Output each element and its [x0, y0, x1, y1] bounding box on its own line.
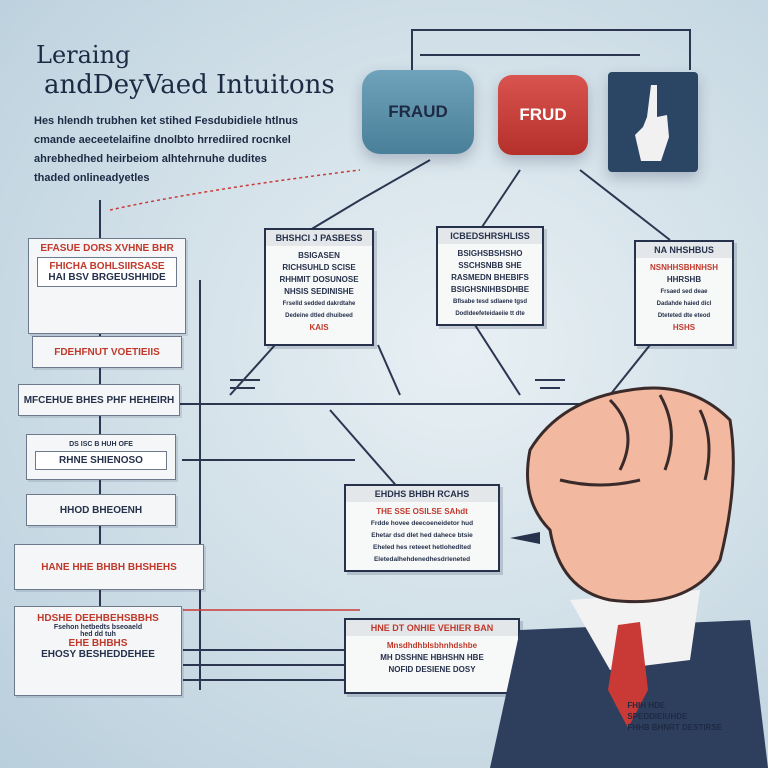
card-c-line-1: Frsaed sed deae: [660, 289, 708, 295]
left-box-6: HDSHE DEEHBEHSBBHS Fsehon hetbedts bseoa…: [14, 606, 182, 696]
fist: [526, 386, 735, 604]
left-box-0-inner-1: HAI BSV BRGEUSHHIDE: [48, 272, 166, 283]
left-box-6-label: HDSHE DEEHBEHSBBHS: [37, 613, 159, 624]
left-box-0-label: EFASUE DORS XVHNE BHR: [40, 243, 174, 254]
fraud-badge-blue: FRAUD: [362, 70, 474, 154]
card-a: BHSHCI J PASBESS BSIGASEN RICHSUHLD SCIS…: [264, 228, 374, 346]
left-box-6-extra-0: EHE BHBHS: [68, 638, 128, 649]
footer-line-2: FHHB BHNRT DESTIRSE: [627, 723, 722, 732]
card-d-line-3: Eletedalhehdenedhesdrleneted: [373, 556, 471, 563]
fraud-badge-blue-label: FRAUD: [388, 102, 448, 121]
card-c-sub: NSNHHSBHNHSH: [649, 263, 718, 272]
card-a-head: BHSHCI J PASBESS: [266, 230, 372, 246]
title-line-2: andDeyVaed Intuitons: [44, 70, 335, 100]
card-d-sub: THE SSE OSILSE SAhdt: [376, 507, 468, 516]
card-e-line-0: Mnsdhdhblsbhnhdshbe: [386, 641, 478, 650]
left-box-1-label: FDEHFNUT VOETIEIIS: [54, 346, 160, 358]
left-box-6-inner-0: Fsehon hetbedts bseoaeld: [53, 624, 143, 631]
card-e-line-1: MH DSSHNE HBHSHN HBE: [380, 653, 484, 662]
left-box-4-label: HHOD BHEOENH: [59, 504, 143, 516]
card-b: ICBEDSHRSHLISS BSIGHSBSHSHO SSCHSNBB SHE…: [436, 226, 544, 326]
left-box-0-inner-0: FHICHA BOHLSIIRSASE: [49, 261, 165, 272]
left-box-0: EFASUE DORS XVHNE BHR FHICHA BOHLSIIRSAS…: [28, 238, 186, 334]
card-d-line-1: Ehetar dsd dlet hed dahece btsie: [371, 532, 473, 539]
left-box-5: HANE HHE BHBH BHSHEHS: [14, 544, 204, 590]
left-box-1: FDEHFNUT VOETIEIIS: [32, 336, 182, 368]
arrow-pointer: [510, 532, 540, 544]
red-tie: [608, 622, 648, 728]
footer-line-1: SPEDDIEIUHDE: [627, 712, 688, 721]
card-b-line-4: Dodldeefeteidaeiie tt dte: [455, 311, 525, 317]
card-e-line-2: NOFID DESIENE DOSY: [388, 665, 476, 674]
card-c-head: NA NHSHBUS: [636, 242, 732, 258]
left-box-2: MFCEHUE BHES PHF HEHEIRH: [18, 384, 180, 416]
card-d-line-0: Frdde hovee deecoeneidetor hud: [370, 520, 474, 527]
card-c-line-4: HSHS: [672, 323, 696, 332]
card-b-line-0: SSCHSNBB SHE: [458, 261, 522, 270]
card-b-line-1: RASMEDN BHEBIFS: [451, 273, 529, 282]
card-b-line-3: Bflsabe tesd sdlaene tgsd: [452, 299, 528, 305]
footer-line-0: FHIH HDE: [627, 701, 666, 710]
card-b-head: ICBEDSHRSHLISS: [438, 228, 542, 244]
fraud-badge-red-label: FRUD: [519, 105, 567, 124]
hand-glyph-icon: [635, 85, 669, 161]
card-c-line-0: HHRSHB: [666, 275, 702, 284]
left-box-3-small: DS ISC B HUH OFE: [69, 441, 133, 448]
card-a-line-3: Frselld sedded dakrdtahe: [282, 301, 356, 307]
card-e: HNE DT ONHIE VEHIER BAN Mnsdhdhblsbhnhds…: [344, 618, 520, 694]
card-d: EHDHS BHBH RCAHS THE SSE OSILSE SAhdt Fr…: [344, 484, 500, 572]
card-c-line-2: Dadahde haied dicl: [656, 301, 712, 307]
raised-hand-icon: [608, 72, 698, 172]
left-box-0-inner: FHICHA BOHLSIIRSASE HAI BSV BRGEUSHHIDE: [37, 257, 177, 287]
card-b-line-2: BSIGHSNIHBSDHBE: [450, 285, 530, 294]
page-title: Leraing andDeyVaed Intuitons: [36, 40, 335, 100]
left-box-3-inner: RHNE SHIENOSO: [35, 451, 167, 470]
card-a-line-4: Dedeine dtled dhuibeed: [285, 313, 353, 319]
left-box-3: DS ISC B HUH OFE RHNE SHIENOSO: [26, 434, 176, 480]
left-box-6-inner-1: hed dd tuh: [80, 631, 116, 638]
card-c-line-3: Dteteted dte eteod: [657, 313, 711, 319]
card-d-head: EHDHS BHBH RCAHS: [346, 486, 498, 502]
card-a-line-2: NHSIS SEDINISHE: [284, 287, 354, 296]
card-b-sub: BSIGHSBSHSHO: [457, 249, 523, 258]
left-box-2-label: MFCEHUE BHES PHF HEHEIRH: [23, 394, 175, 406]
card-a-sub: BSIGASEN: [298, 251, 340, 260]
left-box-4: HHOD BHEOENH: [26, 494, 176, 526]
left-box-5-label: HANE HHE BHBH BHSHEHS: [41, 561, 177, 573]
card-a-line-1: RHHMIT DOSUNOSE: [279, 275, 359, 284]
businessman-hand-illustration: [490, 386, 768, 768]
card-c: NA NHSHBUS NSNHHSBHNHSH HHRSHB Frsaed se…: [634, 240, 734, 346]
fraud-badge-red: FRUD: [498, 75, 588, 155]
intro-text: Hes hlendh trubhen ket stihed Fesdubidie…: [34, 115, 299, 184]
card-d-line-2: Eheled hes reteeet hetlohedlted: [373, 544, 471, 551]
finger-lines: [559, 394, 711, 487]
card-e-head: HNE DT ONHIE VEHIER BAN: [346, 620, 518, 636]
footer-note: FHIH HDE SPEDDIEIUHDE FHHB BHNRT DESTIRS…: [627, 700, 722, 733]
title-line-1: Leraing: [36, 41, 131, 69]
card-a-line-5: KAIS: [309, 323, 329, 332]
card-a-line-0: RICHSUHLD SCISE: [282, 263, 356, 272]
left-box-3-label: RHNE SHIENOSO: [59, 455, 143, 466]
left-box-6-extra-1: EHOSY BESHEDDEHEE: [41, 649, 155, 660]
